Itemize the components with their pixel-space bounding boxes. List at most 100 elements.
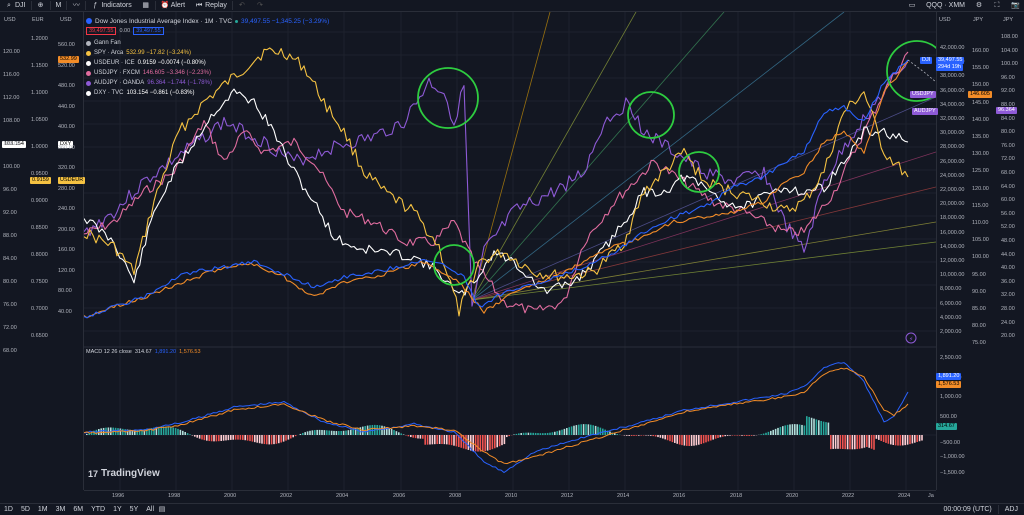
macd-hist-bar <box>856 435 858 450</box>
legend-value: 0.9159 −0.0074 (−0.80%) <box>137 60 206 66</box>
macd-hist-bar <box>822 421 825 435</box>
macd-hist-bar <box>573 425 575 435</box>
gann-fan-line <box>471 186 936 301</box>
watchlist-symbol[interactable]: QQQ · XMM <box>921 2 970 9</box>
undo-button[interactable]: ↶ <box>233 2 251 10</box>
lightning-icon[interactable] <box>905 332 917 344</box>
macd-hist-bar <box>167 426 170 435</box>
axis-tick-label: 30,000.00 <box>940 130 965 137</box>
indicators-button[interactable]: ƒ Indicators <box>86 2 136 10</box>
right-price-axes[interactable]: USD JPY JPY 42,000.0040,000.0038,000.003… <box>936 12 1024 490</box>
range-3m-button[interactable]: 3M <box>55 506 66 513</box>
macd-line <box>84 362 909 474</box>
macd-hist-bar <box>340 430 342 435</box>
range-all-button[interactable]: All <box>146 506 155 513</box>
macd-hist-bar <box>491 435 494 450</box>
highlight-circle <box>433 244 475 286</box>
camera-button[interactable]: 📷 <box>1006 2 1024 10</box>
range-1d-button[interactable]: 1D <box>4 506 13 513</box>
macd-hist-bar <box>669 435 671 442</box>
symbol-label: DJI <box>15 2 26 9</box>
range-1y-button[interactable]: 1Y <box>113 506 122 513</box>
legend-row[interactable]: Gann Fan <box>86 38 329 48</box>
macd-pane <box>84 362 936 474</box>
alert-button[interactable]: ⏰ Alert <box>156 2 190 10</box>
utc-clock[interactable]: 00:00:09 (UTC) <box>943 506 992 513</box>
macd-hist-bar <box>762 433 765 435</box>
templates-button[interactable]: ▦ <box>137 2 155 10</box>
axis-tick-label: 440.00 <box>58 103 75 110</box>
bar-style-button[interactable]: 〰 <box>67 2 85 10</box>
adj-toggle[interactable]: ADJ <box>1004 506 1018 513</box>
legend-row[interactable]: DXY · TVC 103.154 −0.861 (−0.83%) <box>86 88 329 98</box>
range-5y-button[interactable]: 5Y <box>129 506 139 513</box>
range-ytd-button[interactable]: YTD <box>91 506 106 513</box>
compare-button[interactable]: ⊕ <box>32 2 50 10</box>
macd-hist-bar <box>386 427 388 435</box>
macd-hist-bar <box>201 435 203 440</box>
macd-hist-bar <box>285 435 287 441</box>
time-axis[interactable]: 1996 1998 2000 2002 2004 2006 2008 2010 2012 2014… <box>84 490 936 503</box>
macd-hist-bar <box>398 432 400 435</box>
macd-hist-bar <box>506 435 508 438</box>
macd-hist-bar <box>707 435 710 442</box>
macd-hist-bar <box>801 424 803 435</box>
macd-hist-bar <box>330 430 333 435</box>
range-1m-button[interactable]: 1M <box>37 506 48 513</box>
gann-fan <box>471 12 936 301</box>
macd-hist-bar <box>722 435 724 437</box>
axis-tick-label: 42,000.00 <box>940 45 965 51</box>
macd-hist-bar <box>561 429 563 435</box>
macd-hist-bar <box>803 425 806 435</box>
axis-tick-label: 88.00 <box>3 233 17 239</box>
axis-tick-label: 112.00 <box>3 95 20 101</box>
symbol-search[interactable]: ⌕ DJI <box>0 2 31 10</box>
layout-button[interactable]: ▭ <box>903 2 921 10</box>
axis-tick-label: 76.00 <box>3 302 17 308</box>
legend-row[interactable]: SPY · Arca 532.99 −17.82 (−3.24%) <box>86 48 329 58</box>
macd-hist-bar <box>844 435 846 450</box>
macd-hist-bar <box>150 428 153 435</box>
axis-tick-label: 1.2000 <box>31 36 48 42</box>
macd-hist-bar <box>234 435 237 440</box>
macd-hist-bar <box>326 430 328 435</box>
axis-tick-label: 80.00 <box>972 323 986 330</box>
macd-hist-bar <box>494 435 496 449</box>
redo-button[interactable]: ↷ <box>251 2 269 10</box>
range-6m-button[interactable]: 6M <box>73 506 84 513</box>
interval-button[interactable]: M <box>51 2 67 9</box>
macd-hist-bar <box>220 435 222 441</box>
time-axis-label: 1996 <box>112 493 125 499</box>
range-5d-button[interactable]: 5D <box>20 506 30 513</box>
gann-fan-line <box>471 12 551 301</box>
axis-tick-label: 24,000.00 <box>940 172 965 179</box>
macd-hist-bar <box>698 435 700 445</box>
axis-tick-label: 44.00 <box>1001 251 1015 258</box>
macd-hist-bar <box>609 431 611 435</box>
buy-price-box[interactable]: 39,497.55 <box>133 27 164 35</box>
replay-label: Replay <box>205 2 227 9</box>
macd-hist-bar <box>143 429 146 435</box>
sell-price-box[interactable]: 39,497.55 <box>86 27 117 35</box>
calendar-icon[interactable]: ▤ <box>158 505 166 513</box>
tradingview-logo[interactable]: 17 TradingView <box>88 468 160 479</box>
legend-row[interactable]: USDJPY · FXCM 146.605 −3.346 (−2.23%) <box>86 68 329 78</box>
range-buttons: 1D 5D 1M 3M 6M YTD 1Y 5Y All <box>0 506 158 513</box>
macd-hist-bar <box>899 435 902 446</box>
gann-fan-line <box>471 221 936 301</box>
right-axis-usd-header: USD <box>939 17 951 23</box>
axis-tick-label: 104.00 <box>1001 47 1018 54</box>
dxy-label-tag: DXY <box>58 141 74 148</box>
settings-button[interactable]: ⚙ <box>970 2 988 10</box>
legend-row[interactable]: USDEUR · ICE 0.9159 −0.0074 (−0.80%) <box>86 58 329 68</box>
macd-hist-bar <box>496 435 498 448</box>
fullscreen-button[interactable]: ⛶ <box>988 2 1006 10</box>
macd-hist-bar <box>885 435 887 443</box>
chart-title: Dow Jones Industrial Average Index · 1M … <box>95 17 233 25</box>
macd-signal-line <box>84 367 909 465</box>
legend-row[interactable]: AUDJPY · OANDA 96.364 −1.744 (−1.78%) <box>86 78 329 88</box>
chart-canvas[interactable]: ⚡ <box>84 12 936 490</box>
replay-button[interactable]: ⏮ Replay <box>190 2 232 10</box>
left-price-axes[interactable]: USD EUR USD 103.154 DXY 0.9159 USDEUR 53… <box>0 12 86 490</box>
macd-hist-bar <box>647 435 650 436</box>
